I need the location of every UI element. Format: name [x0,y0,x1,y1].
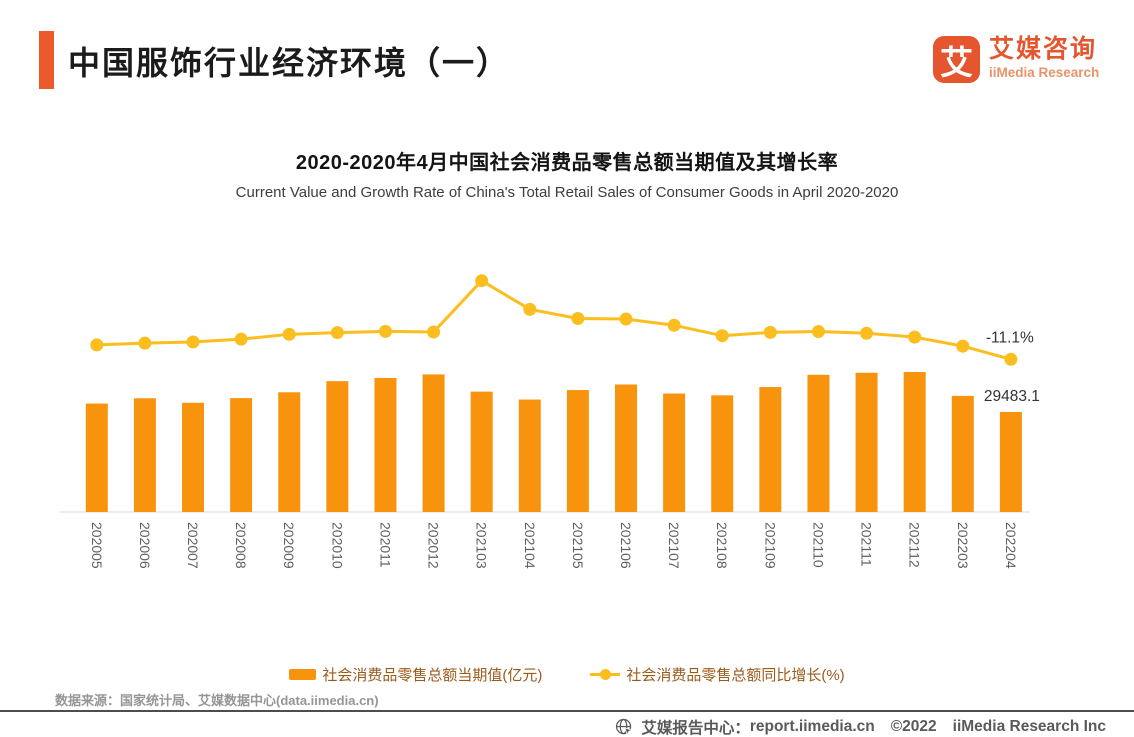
line-point-202112 [908,330,922,344]
line-point-202008 [234,332,248,346]
line-point-202107 [667,318,681,332]
line-point-202106 [619,312,633,326]
x-axis-label-202203: 202203 [955,522,971,569]
x-axis-label-202109: 202109 [762,522,778,569]
line-point-202108 [715,329,729,343]
data-source-note: 数据来源：国家统计局、艾媒数据中心(data.iimedia.cn) [55,693,379,708]
bar-202111 [855,372,878,512]
bar-202105 [566,390,589,512]
x-axis-label-202112: 202112 [907,522,923,568]
bar-202107 [663,393,686,512]
chart-canvas: 202005 202006 202007 202008 202009 202010 2020… [60,274,1040,569]
logo-icon: 艾 [933,36,980,83]
chart-title: 2020-2020年4月中国社会消费品零售总额当期值及其增长率 [295,152,839,174]
x-axis-label-202106: 202106 [618,522,634,569]
chart-subtitle: Current Value and Growth Rate of China's… [235,184,899,201]
line-point-202110 [811,325,825,339]
line-series-swatch-icon [590,669,621,681]
bar-202108 [711,395,734,512]
x-axis-label-202009: 202009 [281,522,297,569]
x-axis-label-202012: 202012 [426,522,442,569]
line-point-202011 [378,324,392,338]
x-axis-label-202104: 202104 [522,522,538,569]
bar-202008 [230,398,253,512]
x-axis-label-202011: 202011 [377,522,393,568]
x-axis-label-202107: 202107 [666,522,682,569]
x-axis-label-202005: 202005 [89,522,105,569]
x-axis-label-202108: 202108 [714,522,730,569]
title-accent-bar [39,31,54,89]
annotation-bar: 29483.1 [984,388,1040,405]
bar-202104 [518,399,541,512]
bar-202204 [999,411,1022,512]
line-point-202104 [523,302,537,316]
x-axis-label-202007: 202007 [185,522,201,569]
line-point-202103 [475,274,489,288]
x-axis-label-202105: 202105 [570,522,586,569]
logo-name-en: iiMedia Research [989,64,1100,80]
line-point-202006 [138,336,152,350]
bar-202011 [374,377,397,512]
legend-item-bar: 社会消费品零售总额当期值(亿元) [289,664,542,685]
footer-divider [0,710,1134,712]
footer: 艾媒报告中心： report.iimedia.cn ©2022 iiMedia R… [615,716,1106,737]
line-point-202109 [763,325,777,339]
annotation-line: -11.1% [986,329,1034,346]
bar-202007 [182,402,205,512]
line-point-202005 [90,338,104,352]
footer-company: iiMedia Research Inc [952,718,1106,735]
x-axis-label-202110: 202110 [810,522,826,568]
bar-202109 [759,387,782,512]
line-point-202009 [282,327,296,341]
globe-cursor-icon [616,718,633,736]
footer-copyright: ©2022 [890,718,937,735]
line-point-202203 [956,339,970,353]
bar-202103 [470,391,493,512]
bar-202203 [951,395,974,512]
bar-202006 [133,398,156,512]
bar-202010 [326,381,349,512]
bar-202005 [85,403,108,512]
bar-202110 [807,374,830,512]
bar-series-swatch-icon [289,669,317,680]
line-point-202105 [571,312,585,326]
x-axis-label-202204: 202204 [1003,522,1019,569]
page-title: 中国服饰行业经济环境（一） [68,45,511,81]
bar-202012 [422,374,445,512]
x-axis-label-202103: 202103 [474,522,490,569]
bar-202009 [278,392,301,512]
line-point-202204 [1004,352,1018,366]
x-axis-label-202010: 202010 [329,522,345,569]
company-logo: 艾 艾媒咨询 iiMedia Research [933,35,1100,83]
growth-line [96,279,1012,361]
x-axis-label-202008: 202008 [233,522,249,569]
chart-legend: 社会消费品零售总额当期值(亿元) 社会消费品零售总额同比增长(%) [0,664,1134,685]
x-axis-label-202006: 202006 [137,522,153,569]
line-point-202007 [186,335,200,349]
bar-202112 [903,372,926,512]
line-point-202010 [330,326,344,340]
legend-label-bar: 社会消费品零售总额当期值(亿元) [322,667,543,684]
line-point-202012 [427,325,441,339]
bar-202106 [615,384,638,512]
legend-label-line: 社会消费品零售总额同比增长(%) [626,667,845,684]
logo-name-cn: 艾媒咨询 [989,35,1098,63]
x-axis-label-202111: 202111 [859,522,875,567]
line-point-202111 [860,326,874,340]
footer-url[interactable]: report.iimedia.cn [749,718,875,735]
legend-item-line: 社会消费品零售总额同比增长(%) [590,664,845,685]
footer-report-center: 艾媒报告中心： [641,720,750,737]
